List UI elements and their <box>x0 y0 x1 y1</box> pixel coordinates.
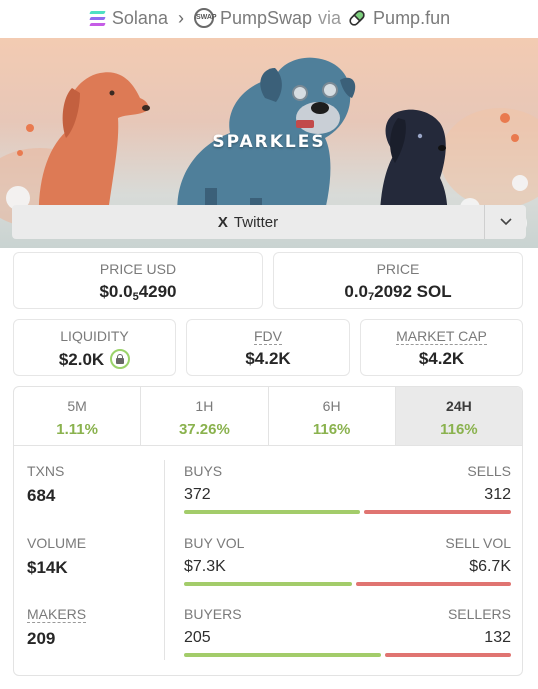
buys-sells-stat: BUYS SELLS 372 312 <box>184 463 511 514</box>
buy-vol-label: BUY VOL <box>184 535 245 551</box>
market-cap-value: $4.2K <box>418 349 465 368</box>
fdv-card: FDV $4.2K <box>186 319 350 376</box>
volume-value: $14K <box>27 558 68 577</box>
makers-stat: MAKERS 209 <box>27 606 157 649</box>
liquidity-value: $2.0K <box>14 349 175 370</box>
liquidity-card: LIQUIDITY $2.0K <box>13 319 176 376</box>
price-native-value: 0.072092 SOL <box>344 282 452 303</box>
tab-24h-label: 24H <box>446 398 472 414</box>
buyers-value: 205 <box>184 629 211 646</box>
market-cap-label[interactable]: MARKET CAP <box>396 328 487 345</box>
tab-24h[interactable]: 24H 116% <box>395 387 522 445</box>
tab-6h-label: 6H <box>322 398 341 414</box>
sells-bar-segment <box>363 510 511 514</box>
txns-label: TXNS <box>27 463 65 479</box>
volume-ratio-bar <box>184 582 511 586</box>
sells-value: 312 <box>484 486 511 503</box>
buyers-bar-segment <box>184 653 381 657</box>
buys-value: 372 <box>184 486 211 503</box>
tab-5m-label: 5M <box>67 398 87 414</box>
chevron-down-icon <box>499 218 512 226</box>
buys-label: BUYS <box>184 463 223 479</box>
twitter-label: Twitter <box>233 213 279 231</box>
sellers-bar-segment <box>384 653 511 657</box>
txns-stat: TXNS 684 <box>27 463 157 506</box>
social-links-bar: X Twitter <box>12 205 526 239</box>
blue-dog-illustration <box>177 57 356 233</box>
price-native-label: PRICE <box>376 261 420 277</box>
buyers-sellers-stat: BUYERS SELLERS 205 132 <box>184 606 511 657</box>
breadcrumb-launchpad-link[interactable]: Pump.fun <box>373 7 451 28</box>
chevron-right-icon: › <box>177 7 184 28</box>
fdv-value: $4.2K <box>245 349 291 368</box>
orange-blossoms-illustration <box>17 113 519 156</box>
tab-1h[interactable]: 1H 37.26% <box>141 387 269 445</box>
tab-1h-label: 1H <box>195 398 214 414</box>
volume-stat: VOLUME $14K <box>27 535 157 578</box>
sell-vol-value: $6.7K <box>469 558 511 575</box>
tab-5m[interactable]: 5M 1.11% <box>14 387 142 445</box>
token-name-title: SPARKLES <box>212 132 326 152</box>
x-logo-icon: X <box>217 213 228 231</box>
makers-value: 209 <box>27 629 56 648</box>
sellers-value: 132 <box>484 629 511 646</box>
breadcrumb: Solana › SWAP PumpSwap via Pump.fun <box>0 0 538 36</box>
pill-icon <box>349 10 365 26</box>
buys-sells-ratio-bar <box>184 510 511 514</box>
volume-label: VOLUME <box>27 535 87 551</box>
breadcrumb-chain-link[interactable]: Solana <box>111 7 168 28</box>
fdv-label[interactable]: FDV <box>254 328 282 345</box>
buys-bar-segment <box>184 510 360 514</box>
sells-label: SELLS <box>467 463 511 479</box>
buy-vol-bar-segment <box>184 582 353 586</box>
buyers-label: BUYERS <box>184 606 242 622</box>
pumpswap-logo-icon: SWAP <box>193 8 217 28</box>
breadcrumb-dex-link[interactable]: PumpSwap <box>219 7 313 28</box>
stats-divider <box>164 460 165 660</box>
banner-illustration <box>0 57 538 238</box>
makers-label[interactable]: MAKERS <box>27 606 87 623</box>
buy-vol-value: $7.3K <box>184 558 226 575</box>
price-usd-value: $0.054290 <box>99 282 177 303</box>
buy-sell-volume-stat: BUY VOL SELL VOL $7.3K $6.7K <box>184 535 511 586</box>
price-usd-card: PRICE USD $0.054290 <box>13 252 263 309</box>
orange-dog-illustration <box>38 72 150 238</box>
txns-value: 684 <box>27 486 56 505</box>
sellers-label: SELLERS <box>447 606 511 622</box>
timeframe-tabs: 5M 1.11% 1H 37.26% 6H 116% 24H 116% <box>14 387 522 446</box>
price-usd-label: PRICE USD <box>99 261 177 277</box>
liquidity-label: LIQUIDITY <box>60 328 129 344</box>
twitter-button[interactable]: X Twitter <box>12 205 484 239</box>
tab-1h-change: 37.26% <box>178 421 230 438</box>
social-dropdown-button[interactable] <box>484 205 526 239</box>
trading-stats-panel: 5M 1.11% 1H 37.26% 6H 116% 24H 116% TXNS… <box>13 386 523 676</box>
sell-vol-label: SELL VOL <box>445 535 511 551</box>
lock-icon[interactable] <box>110 349 131 369</box>
tab-6h-change: 116% <box>312 421 351 438</box>
tab-5m-change: 1.11% <box>56 421 98 438</box>
tab-6h[interactable]: 6H 116% <box>269 387 396 445</box>
breadcrumb-via: via <box>318 7 342 28</box>
solana-logo-icon <box>88 10 106 26</box>
price-native-card: PRICE 0.072092 SOL <box>273 252 523 309</box>
tab-24h-change: 116% <box>440 421 478 438</box>
buyers-ratio-bar <box>184 653 511 657</box>
sell-vol-bar-segment <box>356 582 511 586</box>
market-cap-card: MARKET CAP $4.2K <box>360 319 523 376</box>
